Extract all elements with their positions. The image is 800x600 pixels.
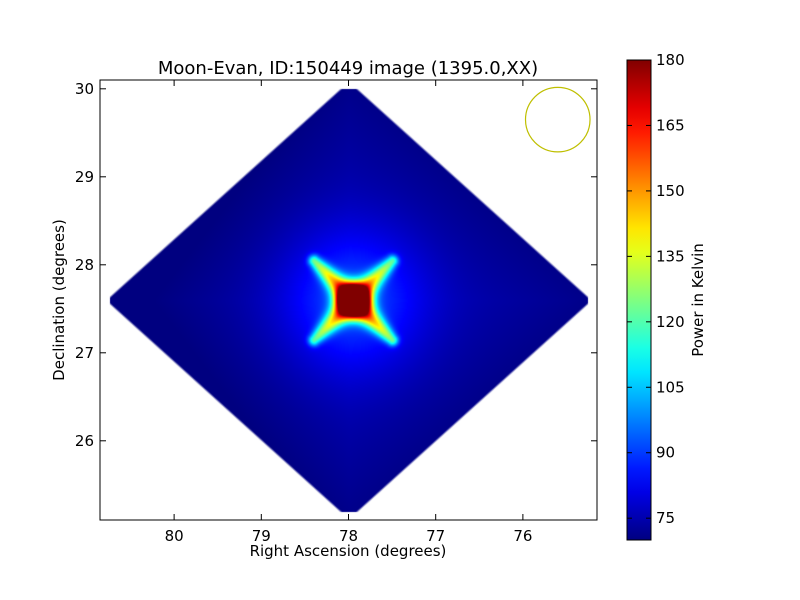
colorbar-tick-label: 75 <box>656 509 675 527</box>
y-tick-label: 28 <box>75 256 94 274</box>
x-tick-label: 80 <box>165 527 184 545</box>
y-tick-label: 29 <box>75 168 94 186</box>
heatmap-raster <box>100 80 597 520</box>
colorbar-tick-label: 90 <box>656 444 675 462</box>
y-axis-label: Declination (degrees) <box>50 219 68 381</box>
colorbar-tick-label: 150 <box>656 182 685 200</box>
y-tick-label: 26 <box>75 432 94 450</box>
colorbar-tick-label: 135 <box>656 247 685 265</box>
x-axis-label: Right Ascension (degrees) <box>250 542 447 560</box>
colorbar-tick-label: 165 <box>656 116 685 134</box>
x-tick-label: 79 <box>252 527 271 545</box>
colorbar-tick-label: 180 <box>656 51 685 69</box>
x-tick-label: 77 <box>426 527 445 545</box>
y-tick-label: 27 <box>75 344 94 362</box>
heatmap-image <box>100 80 597 520</box>
colorbar-ticks: 75 90 105 120 135 150 165 180 <box>627 51 685 527</box>
colorbar-frame <box>626 59 652 541</box>
beam-circle <box>524 86 591 153</box>
chart-title: Moon-Evan, ID:150449 image (1395.0,XX) <box>158 58 538 79</box>
plot-frame <box>99 79 598 521</box>
colorbar-gradient <box>627 60 651 540</box>
colorbar: 75 90 105 120 135 150 165 180 Power in Kelvin <box>626 51 707 541</box>
x-tick-label: 76 <box>513 527 532 545</box>
colorbar-tick-label: 105 <box>656 378 685 396</box>
x-tick-label: 78 <box>339 527 358 545</box>
colorbar-tick-label: 120 <box>656 313 685 331</box>
y-axis-ticks: 26 27 28 29 30 <box>75 80 597 450</box>
x-axis-ticks: 80 79 78 77 76 <box>165 80 532 545</box>
colorbar-label: Power in Kelvin <box>689 243 707 357</box>
y-tick-label: 30 <box>75 80 94 98</box>
